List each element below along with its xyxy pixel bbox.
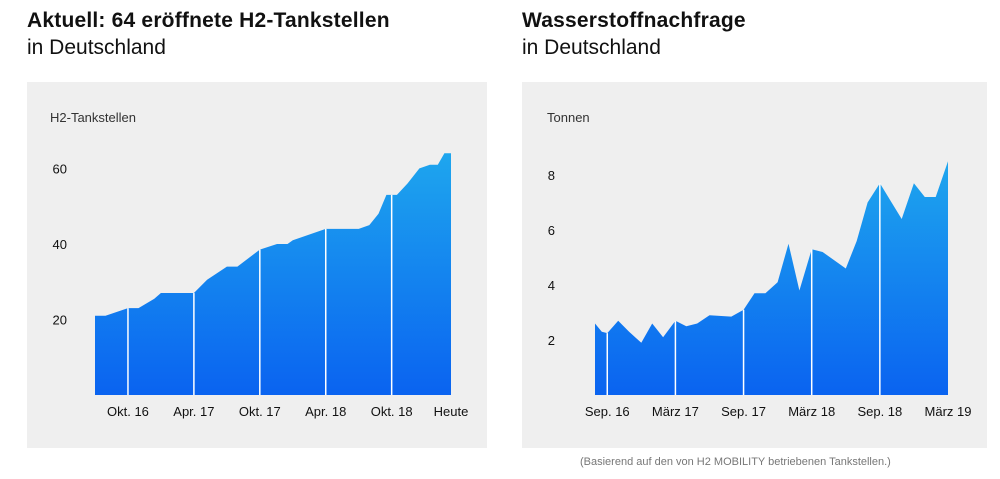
x-tick-label: Apr. 17 [173,404,214,419]
right-area-chart: Tonnen 2 4 6 8 Sep. 16 März 17 Sep. 17 März 18 Se… [547,110,972,419]
y-axis-label: Tonnen [547,110,590,125]
y-tick-label: 6 [548,223,555,238]
x-tick-label: Sep. 18 [857,404,902,419]
left-chart-subtitle: in Deutschland [27,36,166,59]
right-chart-panel: Tonnen 2 4 6 8 Sep. 16 März 17 Sep. 17 März 18 Se… [522,82,987,448]
y-axis-label: H2-Tankstellen [50,110,136,125]
right-chart-title: Wasserstoffnachfrage [522,9,746,32]
y-tick-label: 40 [53,237,67,252]
x-tick-label: Apr. 18 [305,404,346,419]
x-tick-label: März 17 [652,404,699,419]
left-area-chart: H2-Tankstellen 20 40 60 Okt. 16 Apr. 17 Okt. 1… [50,110,469,419]
x-tick-label: Okt. 16 [107,404,149,419]
y-tick-label: 4 [548,278,555,293]
y-tick-label: 60 [53,161,67,176]
x-tick-label: März 18 [788,404,835,419]
left-chart-panel: H2-Tankstellen 20 40 60 Okt. 16 Apr. 17 Okt. 1… [27,82,487,448]
y-tick-label: 8 [548,168,555,183]
y-tick-label: 20 [53,312,67,327]
area-series [595,161,948,395]
x-tick-label: Okt. 18 [371,404,413,419]
y-tick-label: 2 [548,333,555,348]
x-tick-label: Okt. 17 [239,404,281,419]
x-tick-label: Sep. 17 [721,404,766,419]
right-chart-subtitle: in Deutschland [522,36,661,59]
left-chart-title: Aktuell: 64 eröffnete H2-Tankstellen [27,9,390,32]
footnote: (Basierend auf den von H2 MOBILITY betri… [580,456,891,468]
x-tick-label: März 19 [925,404,972,419]
x-tick-label: Sep. 16 [585,404,630,419]
area-series [95,153,451,395]
x-tick-label: Heute [434,404,469,419]
